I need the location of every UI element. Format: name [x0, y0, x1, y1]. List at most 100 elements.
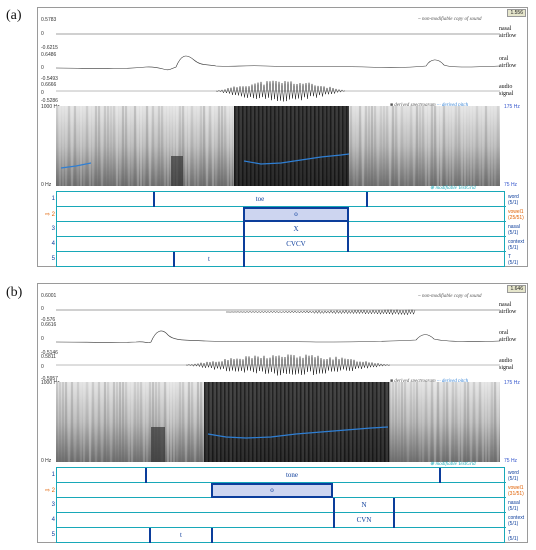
tier-name: vowel1 (31/51) [508, 485, 524, 497]
boundary[interactable] [149, 528, 151, 543]
boundary[interactable] [243, 237, 245, 252]
tier-name: T (5/1) [508, 254, 519, 266]
spectrogram-header: ■ derived spectrogram ··· derived pitch [390, 379, 469, 384]
oral-top-value: 0.6486 [41, 52, 57, 58]
tier-number: ⇨ 2 [44, 488, 55, 494]
textgrid-header: ⊕ modifiable TextGrid [430, 186, 476, 191]
selected-interval[interactable] [243, 207, 349, 222]
nasal-zero: 0 [41, 306, 44, 312]
audio-signal-waveform[interactable] [56, 78, 500, 104]
audio-signal-label: audio signal [499, 84, 514, 97]
boundary[interactable] [333, 513, 335, 528]
tier-number: 4 [51, 517, 55, 523]
tier-nasal[interactable]: 3 X nasal (5/1) [52, 222, 520, 237]
sound-header: ~ non-modifiable copy of sound [418, 17, 482, 22]
interval-label[interactable]: CVN [356, 516, 372, 524]
textgrid: 1 toe word (5/1) ⇨ 2 o vowel1 (25/51) 3 X … [45, 191, 524, 267]
spectrogram-header: ■ derived spectrogram ··· derived pitch [390, 103, 469, 108]
spectrogram[interactable] [56, 382, 500, 462]
tier-word[interactable]: 1 tone word (5/1) [52, 468, 519, 483]
audio-bottom-value: -0.5957 [41, 376, 58, 382]
tier-number: 3 [51, 502, 55, 508]
oral-airflow-waveform[interactable] [55, 50, 501, 80]
tier-number: 1 [51, 196, 55, 202]
tier-number: ⇨ 2 [44, 212, 55, 218]
tier-nasal[interactable]: 3 N nasal (5/1) [52, 498, 520, 513]
tier-name: context (5/1) [508, 239, 525, 251]
freq-top-label: 1000 Hz [41, 380, 60, 386]
tier-name: nasal (5/1) [508, 224, 520, 236]
tier-context[interactable]: 4 CVCV context (5/1) [52, 237, 524, 252]
boundary[interactable] [333, 498, 335, 513]
oral-airflow-label: oral airflow [499, 330, 517, 343]
nasal-zero: 0 [41, 31, 44, 37]
interval-label[interactable]: o [294, 210, 298, 218]
sound-header: ~ non-modifiable copy of sound [418, 294, 482, 299]
nasal-airflow-label: nasal airflow [499, 26, 517, 39]
tier-word[interactable]: 1 toe word (5/1) [52, 192, 519, 207]
spectrogram[interactable] [56, 106, 500, 186]
tier-name: context (5/1) [508, 515, 525, 527]
textgrid: 1 tone word (5/1) ⇨ 2 o vowel1 (31/51) 3 N… [45, 467, 524, 543]
tier-name: word (5/1) [508, 194, 519, 206]
boundary[interactable] [153, 192, 155, 207]
boundary[interactable] [439, 468, 441, 483]
tier-T[interactable]: 5 t T (5/1) [52, 252, 518, 267]
audio-zero: 0 [41, 90, 44, 96]
panel-a-letter: (a) [6, 8, 22, 23]
boundary[interactable] [243, 252, 245, 267]
boundary[interactable] [243, 222, 245, 237]
oral-airflow-waveform[interactable] [55, 324, 501, 354]
oral-zero: 0 [41, 65, 44, 71]
boundary[interactable] [366, 192, 368, 207]
tier-T[interactable]: 5 t T (5/1) [52, 528, 518, 543]
oral-bottom-value: -0.5146 [41, 350, 58, 356]
tier-number: 1 [51, 472, 55, 478]
interval-label[interactable]: t [208, 255, 210, 263]
selection-time-badge: 1.646 [507, 285, 526, 293]
tier-name: T (5/1) [508, 530, 519, 542]
interval-label[interactable]: toe [255, 195, 265, 203]
oral-bottom-value: -0.5493 [41, 76, 58, 82]
boundary[interactable] [347, 237, 349, 252]
pitch-top-label: 175 Hz [504, 104, 520, 110]
praat-editor-panel-b: 1.646 ~ non-modifiable copy of sound 0.6… [37, 283, 528, 543]
boundary[interactable] [145, 468, 147, 483]
boundary[interactable] [393, 513, 395, 528]
pitch-bottom-label: 75 Hz [504, 182, 518, 188]
freq-top-label: 1000 Hz [41, 104, 60, 110]
audio-signal-waveform[interactable] [56, 352, 500, 378]
interval-label[interactable]: t [180, 531, 182, 539]
interval-label[interactable]: tone [285, 471, 299, 479]
audio-signal-label: audio signal [499, 358, 514, 371]
tier-name: vowel1 (25/51) [508, 209, 524, 221]
selected-interval[interactable] [211, 483, 333, 498]
audio-zero: 0 [41, 364, 44, 370]
oral-top-value: 0.6616 [41, 322, 57, 328]
tier-vowel1[interactable]: ⇨ 2 o vowel1 (31/51) [45, 483, 524, 498]
tier-number: 4 [51, 241, 55, 247]
nasal-bottom-value: -0.6215 [41, 45, 58, 51]
nasal-airflow-waveform[interactable] [56, 23, 500, 45]
nasal-top-value: 0.6001 [41, 293, 57, 299]
boundary[interactable] [211, 528, 213, 543]
tier-number: 3 [51, 226, 55, 232]
tier-number: 5 [51, 256, 55, 262]
boundary[interactable] [173, 252, 175, 267]
interval-label[interactable]: X [293, 225, 299, 233]
tier-vowel1[interactable]: ⇨ 2 o vowel1 (25/51) [45, 207, 524, 222]
tier-number: 5 [51, 532, 55, 538]
nasal-top-value: 0.5783 [41, 17, 57, 23]
oral-airflow-label: oral airflow [499, 56, 517, 69]
nasal-airflow-waveform[interactable] [56, 299, 500, 321]
praat-editor-panel-a: 1.556 ~ non-modifiable copy of sound 0.5… [37, 7, 528, 267]
freq-bottom-label: 0 Hz [41, 182, 52, 188]
boundary[interactable] [347, 222, 349, 237]
interval-label[interactable]: o [270, 486, 274, 494]
boundary[interactable] [393, 498, 395, 513]
audio-top-value: 0.5811 [41, 354, 56, 360]
interval-label[interactable]: N [361, 501, 367, 509]
tier-context[interactable]: 4 CVN context (5/1) [52, 513, 524, 528]
tier-name: word (5/1) [508, 470, 519, 482]
interval-label[interactable]: CVCV [286, 240, 306, 248]
